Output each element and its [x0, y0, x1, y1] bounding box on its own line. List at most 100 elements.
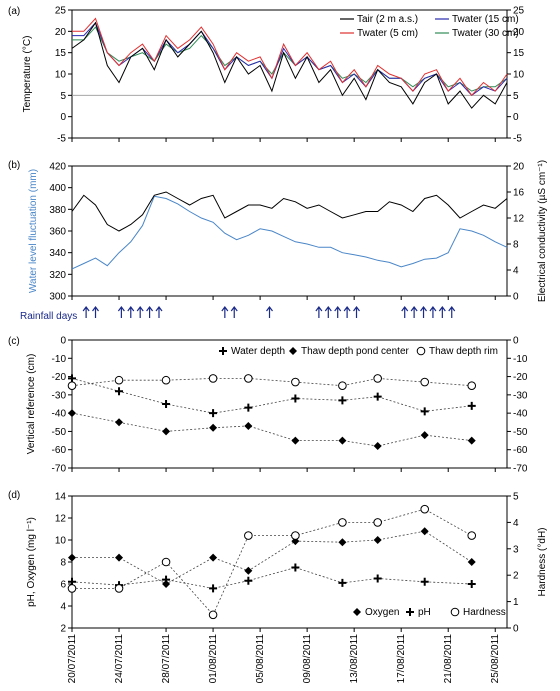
date-tick-label: 05/08/2011: [255, 634, 266, 684]
right-tick-label-a: 25: [513, 6, 525, 17]
date-tick-label: 20/07/2011: [67, 634, 78, 684]
data-point-c-0: [467, 401, 476, 410]
data-point-c-1: [373, 442, 382, 451]
legend-marker-d: [406, 608, 414, 616]
left-tick-label-a: -5: [57, 134, 66, 145]
data-point-c-0: [244, 403, 253, 412]
right-tick-label-d: 0: [513, 624, 519, 635]
legend-marker-c: [416, 346, 426, 356]
data-point-c-2: [338, 381, 347, 391]
date-tick-label: 17/08/2011: [396, 634, 407, 684]
right-tick-label-b: 12: [513, 214, 525, 225]
rainfall-arrow: [155, 306, 163, 318]
legend-label-c: Water depth: [231, 346, 285, 357]
rainfall-arrow: [146, 306, 154, 318]
rainfall-arrow: [420, 306, 428, 318]
left-tick-label-c: -10: [52, 354, 67, 365]
data-point-d-1: [373, 574, 382, 583]
left-tick-label-d: 12: [55, 514, 67, 525]
y-axis-label-left-b: Water level fluctuation (mm): [28, 169, 39, 293]
series-line-a-1: [72, 17, 508, 97]
left-tick-label-d: 10: [55, 536, 67, 547]
y-axis-label-c: Vertical reference (cm): [26, 354, 37, 455]
data-point-d-1: [291, 563, 300, 572]
data-point-d-1: [338, 578, 347, 587]
data-point-d-2: [114, 584, 124, 593]
left-tick-label-b: 400: [49, 183, 66, 194]
plot-frame-c: [71, 339, 508, 469]
left-tick-label-b: 380: [49, 205, 66, 216]
legend-label-a: Tair (2 m a.s.): [357, 14, 418, 25]
data-point-c-0: [209, 409, 218, 418]
data-point-d-2: [208, 610, 218, 620]
data-point-d-2: [467, 531, 477, 540]
rainfall-arrow: [401, 306, 409, 318]
data-point-c-0: [68, 374, 76, 383]
date-tick-label: 13/08/2011: [349, 634, 360, 684]
rainfall-arrow: [438, 306, 446, 318]
data-point-c-1: [338, 436, 347, 445]
data-point-d-0: [68, 553, 76, 562]
legend-label-d: Hardness: [463, 607, 506, 618]
data-point-c-0: [338, 396, 347, 405]
legend-label-c: Thaw depth pond center: [301, 346, 410, 357]
data-point-c-1: [68, 409, 76, 418]
date-tick-label: 24/07/2011: [114, 634, 125, 684]
data-point-d-2: [420, 504, 430, 514]
data-point-d-0: [115, 553, 124, 562]
series-line-d-0: [72, 530, 472, 585]
left-tick-label-c: 0: [60, 336, 66, 347]
left-tick-label-d: 8: [60, 558, 66, 569]
left-tick-label-a: 15: [55, 48, 67, 59]
right-tick-label-c: -20: [513, 372, 528, 383]
series-line-a-2: [72, 21, 508, 96]
date-tick-label: 21/08/2011: [443, 634, 454, 684]
data-point-d-2: [291, 531, 300, 540]
legend-marker-c: [289, 347, 297, 355]
data-point-c-2: [161, 375, 171, 385]
data-point-c-2: [291, 377, 300, 387]
rainfall-arrow: [324, 306, 332, 318]
data-point-c-0: [373, 392, 382, 401]
data-point-c-2: [67, 381, 77, 391]
data-point-c-0: [162, 400, 171, 408]
panel-label-c: (c): [8, 336, 20, 347]
rainfall-arrow: [82, 306, 90, 318]
data-point-c-1: [420, 431, 429, 440]
data-point-d-0: [373, 536, 382, 544]
rainfall-arrow: [429, 306, 437, 318]
left-tick-label-d: 4: [60, 602, 66, 613]
left-tick-label-c: -50: [52, 427, 67, 438]
plot-frame-d: [71, 495, 508, 629]
date-tick-label: 28/07/2011: [161, 634, 172, 684]
right-tick-label-a: 10: [513, 70, 525, 81]
data-point-d-2: [67, 584, 77, 593]
data-point-c-1: [291, 436, 300, 445]
rainfall-arrow: [221, 306, 229, 318]
left-tick-label-a: 5: [60, 91, 66, 102]
legend-label-a: Twater (5 cm): [357, 28, 418, 39]
panel-label-a: (a): [8, 6, 20, 17]
rainfall-arrow: [448, 306, 456, 318]
series-line-d-2: [72, 508, 472, 616]
data-point-c-1: [115, 418, 124, 427]
water-level-line: [71, 195, 508, 270]
data-point-c-1: [467, 436, 476, 445]
data-point-c-2: [244, 374, 253, 383]
panel-label-b: (b): [8, 160, 20, 171]
legend-label-a: Twater (30 cm): [452, 28, 519, 39]
data-point-d-1: [209, 584, 218, 593]
right-tick-label-b: 0: [513, 292, 519, 303]
data-point-c-2: [420, 377, 430, 387]
data-point-c-2: [114, 375, 124, 385]
left-tick-label-a: 20: [55, 27, 67, 38]
data-point-d-1: [162, 575, 171, 584]
rainfall-arrow: [136, 306, 144, 318]
right-tick-label-d: 4: [513, 518, 519, 529]
rainfall-arrow: [343, 306, 351, 318]
rainfall-arrow: [117, 306, 125, 318]
legend-marker-d: [353, 608, 361, 616]
data-point-d-1: [244, 576, 253, 585]
data-point-c-0: [115, 387, 124, 396]
